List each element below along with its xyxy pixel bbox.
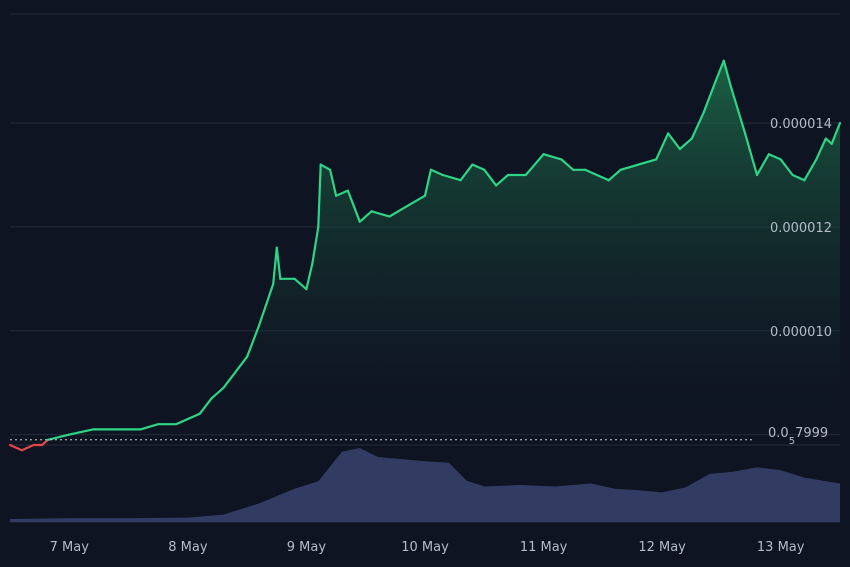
price-segment xyxy=(406,194,427,208)
price-segment xyxy=(524,153,545,177)
price-segment xyxy=(8,443,23,452)
price-segment xyxy=(678,137,693,151)
price-segment xyxy=(305,262,314,291)
price-segment xyxy=(495,173,510,187)
price-area xyxy=(10,60,840,451)
price-segment xyxy=(246,340,255,358)
volume-series xyxy=(10,448,840,522)
price-segment xyxy=(666,132,682,151)
price-segment xyxy=(830,121,842,145)
price-segment xyxy=(68,428,95,436)
price-segment xyxy=(423,168,432,197)
price-segment xyxy=(791,173,806,182)
price-segment xyxy=(358,210,373,223)
price-segment xyxy=(655,132,670,161)
price-segment xyxy=(767,153,782,161)
price-segment xyxy=(335,189,349,197)
reference-price-label: 0.057999 xyxy=(768,426,828,447)
x-tick-label: 12 May xyxy=(638,540,686,555)
price-segment xyxy=(329,168,338,197)
volume-area xyxy=(10,448,840,522)
price-segment xyxy=(429,168,444,177)
x-tick-label: 7 May xyxy=(50,540,90,555)
x-tick-label: 10 May xyxy=(401,540,449,555)
price-segment xyxy=(743,132,759,177)
price-segment xyxy=(210,386,225,400)
price-segment xyxy=(755,153,771,177)
price-segment xyxy=(46,433,71,441)
price-segment xyxy=(815,137,827,161)
price-segment xyxy=(346,189,361,223)
price-segment xyxy=(702,80,717,114)
price-segment xyxy=(560,158,575,171)
price-segment xyxy=(272,246,278,286)
x-tick-label: 8 May xyxy=(168,540,208,555)
price-segment xyxy=(257,303,268,327)
price-segment xyxy=(20,443,35,452)
price-segment xyxy=(459,163,474,182)
y-tick-label: 0.000010 xyxy=(770,325,832,340)
price-segment xyxy=(186,412,201,421)
price-segment xyxy=(483,168,498,187)
price-segment xyxy=(542,153,563,161)
price-segment xyxy=(265,282,275,306)
price-segment xyxy=(198,397,213,415)
price-segment xyxy=(779,158,794,177)
price-segment xyxy=(317,163,322,228)
price-segment xyxy=(722,59,733,88)
y-axis-ticks: 0.000014 0.000012 0.000010 0.057999 xyxy=(768,117,832,447)
price-segment xyxy=(139,423,160,431)
price-area-fill xyxy=(10,60,840,451)
price-segment xyxy=(803,158,818,182)
price-segment xyxy=(293,277,308,291)
x-tick-label: 11 May xyxy=(520,540,568,555)
price-segment xyxy=(714,59,725,83)
price-segment xyxy=(252,324,261,343)
y-tick-label: 0.000014 xyxy=(770,117,832,132)
price-segment xyxy=(388,205,409,218)
price-segment xyxy=(222,371,237,389)
price-segment xyxy=(441,173,462,182)
y-tick-label: 0.000012 xyxy=(770,221,832,236)
price-segment xyxy=(40,438,50,447)
x-axis-ticks: 7 May 8 May 9 May 10 May 11 May 12 May 13 May xyxy=(50,540,805,555)
price-segment xyxy=(690,111,705,140)
price-segment xyxy=(824,137,833,145)
price-line xyxy=(8,59,842,452)
x-tick-label: 13 May xyxy=(757,540,805,555)
price-segment xyxy=(619,163,640,171)
price-segment xyxy=(637,158,658,166)
price-segment xyxy=(174,417,189,426)
price-segment xyxy=(370,210,391,218)
price-segment xyxy=(471,163,486,171)
x-tick-label: 9 May xyxy=(287,540,327,555)
price-segment xyxy=(595,173,610,182)
price-segment xyxy=(729,85,747,135)
price-segment xyxy=(311,225,320,265)
price-segment xyxy=(319,163,332,171)
price-segment xyxy=(275,246,282,280)
price-segment xyxy=(607,168,622,182)
price-segment xyxy=(234,355,249,374)
price-segment xyxy=(583,168,599,177)
